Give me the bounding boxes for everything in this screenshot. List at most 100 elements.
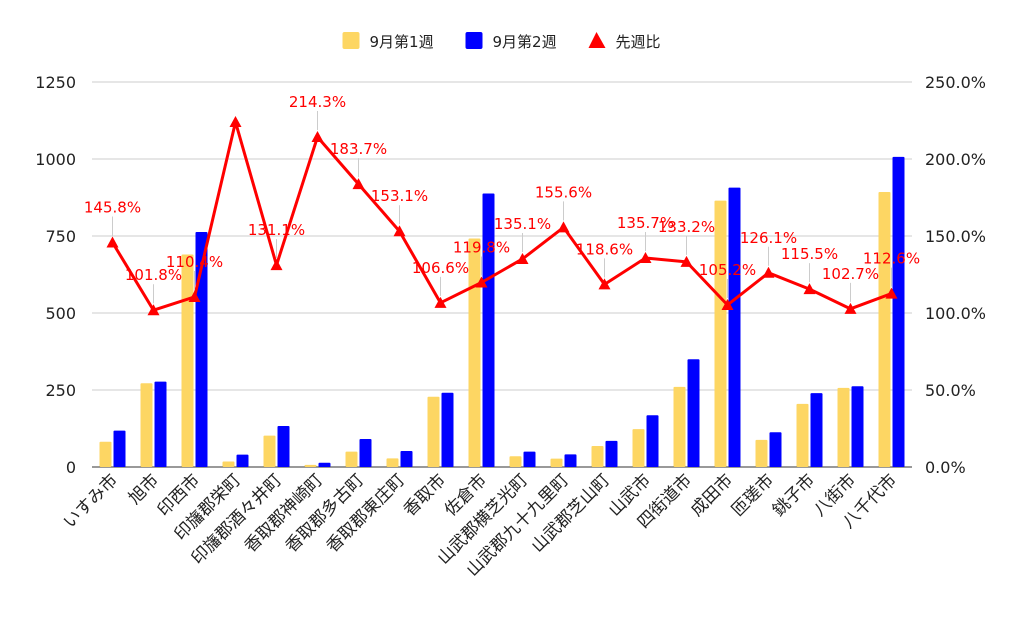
- data-label: 112.6%: [863, 250, 920, 268]
- bar: [318, 462, 331, 467]
- data-labels: 145.8% 101.8%110.4% 131.1% 214.3% 183.7% 153.…: [84, 93, 920, 304]
- bar: [359, 438, 372, 467]
- bar: [222, 461, 235, 467]
- right-tick-label: 100.0%: [925, 304, 986, 323]
- data-label: 119.8%: [453, 239, 510, 257]
- data-label: 135.7%: [617, 214, 674, 232]
- ratio-point: [516, 252, 529, 264]
- left-tick-label: 750: [45, 227, 76, 246]
- ratio-point: [229, 116, 242, 128]
- data-label: 101.8%: [125, 266, 182, 284]
- ratio-point: [188, 290, 201, 302]
- bar: [796, 403, 809, 467]
- bar: [810, 393, 823, 467]
- bar: [687, 359, 700, 467]
- data-label: 155.6%: [535, 183, 592, 201]
- bar: [236, 454, 249, 467]
- ratio-point: [844, 302, 857, 314]
- bar: [509, 456, 522, 467]
- legend-swatch: [465, 32, 483, 49]
- ratio-point: [680, 255, 693, 267]
- ratio-point: [598, 278, 611, 290]
- right-tick-label: 0.0%: [925, 458, 966, 477]
- bar: [591, 446, 604, 467]
- bar: [140, 383, 153, 467]
- ratio-point: [885, 287, 898, 299]
- bar: [113, 430, 126, 467]
- bar: [304, 464, 317, 467]
- bar: [673, 386, 686, 467]
- left-tick-label: 250: [45, 381, 76, 400]
- legend-label: 9月第1週: [370, 33, 434, 51]
- bar: [851, 386, 864, 467]
- bar: [482, 193, 495, 467]
- data-label: 110.4%: [166, 253, 223, 271]
- ratio-point: [803, 283, 816, 295]
- gridlines: [92, 81, 912, 468]
- data-label: 133.2%: [658, 218, 715, 236]
- bar: [564, 454, 577, 467]
- bar: [769, 432, 782, 467]
- data-label: 105.2%: [699, 261, 756, 279]
- data-label: 135.1%: [494, 215, 551, 233]
- data-label: 102.7%: [822, 265, 879, 283]
- ratio-point: [639, 252, 652, 264]
- left-tick-label: 0: [66, 458, 76, 477]
- data-label: 118.6%: [576, 240, 633, 258]
- ratio-point: [106, 236, 119, 248]
- category-label: 香取市: [400, 470, 450, 520]
- category-labels: いすみ市 旭市印西市印旛郡栄町印旛郡酒々井町香取郡神崎町香取郡多古町香取郡東庄町香…: [60, 470, 901, 580]
- data-label: 214.3%: [289, 93, 346, 111]
- bar: [99, 441, 112, 467]
- bar: [878, 191, 891, 467]
- data-label: 183.7%: [330, 140, 387, 158]
- bar: [605, 440, 618, 467]
- bar: [837, 387, 850, 467]
- bar: [728, 187, 741, 468]
- legend: 9月第1週 9月第2週 先週比: [342, 32, 661, 51]
- right-axis: 0.0% 50.0% 100.0% 150.0% 200.0% 250.0%: [925, 73, 986, 477]
- right-tick-label: 200.0%: [925, 150, 986, 169]
- legend-label: 9月第2週: [493, 33, 557, 51]
- bar: [550, 458, 563, 467]
- ratio-point: [557, 221, 570, 233]
- data-label: 106.6%: [412, 259, 469, 277]
- bars: [99, 156, 905, 468]
- category-label: 銚子市: [769, 470, 819, 520]
- right-tick-label: 150.0%: [925, 227, 986, 246]
- legend-label: 先週比: [616, 33, 661, 51]
- bar: [646, 415, 659, 467]
- bar: [714, 200, 727, 467]
- ratio-point: [147, 304, 160, 316]
- category-label: 匝瑳市: [728, 470, 778, 520]
- bar: [755, 439, 768, 467]
- left-tick-label: 1250: [35, 73, 76, 92]
- ratio-point: [270, 259, 283, 271]
- data-label: 131.1%: [248, 221, 305, 239]
- ratio-point: [475, 276, 488, 288]
- bar: [277, 426, 290, 467]
- bar: [195, 231, 208, 467]
- right-tick-label: 50.0%: [925, 381, 976, 400]
- ratio-line: [106, 116, 898, 316]
- ratio-point: [721, 298, 734, 310]
- bar: [386, 458, 399, 467]
- bar: [345, 451, 358, 467]
- bar: [468, 238, 481, 467]
- data-label: 115.5%: [781, 245, 838, 263]
- bar: [892, 156, 905, 467]
- bar: [263, 435, 276, 467]
- bar: [154, 381, 167, 467]
- left-axis: 0 250 500 750 1000 1250: [35, 73, 76, 477]
- legend-swatch: [342, 32, 360, 49]
- ratio-point: [393, 225, 406, 237]
- data-label: 145.8%: [84, 198, 141, 216]
- bar: [427, 396, 440, 467]
- ratio-line-path: [111, 120, 893, 312]
- bar: [441, 392, 454, 467]
- bar: [523, 451, 536, 467]
- ratio-point: [434, 296, 447, 308]
- category-label: 成田市: [687, 470, 737, 520]
